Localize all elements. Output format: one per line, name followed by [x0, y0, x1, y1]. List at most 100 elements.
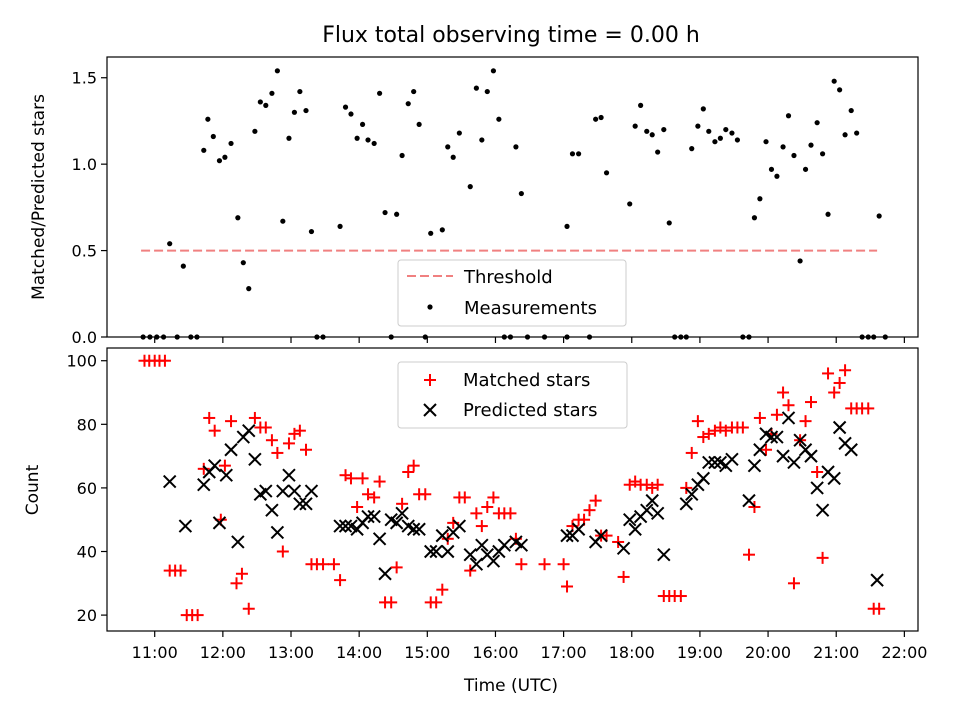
predicted-star-point — [372, 532, 387, 546]
predicted-star-point-b — [162, 474, 177, 489]
matched-star-point — [583, 504, 596, 517]
predicted-star-point — [844, 443, 858, 457]
measurement-point — [365, 137, 371, 143]
predicted-star-point — [435, 528, 450, 543]
predicted-star-point — [276, 484, 290, 498]
predicted-star-point — [207, 458, 222, 473]
matched-star-point — [300, 443, 313, 456]
matched-star-point — [805, 396, 818, 409]
predicted-star-point-b — [242, 423, 256, 438]
matched-star-point — [334, 574, 347, 587]
predicted-star-point — [361, 509, 375, 524]
predicted-star-point-b — [299, 497, 313, 511]
measurement-point — [831, 78, 837, 84]
measurement-point — [825, 211, 831, 217]
predicted-star-point-b — [560, 528, 574, 543]
measurement-point — [235, 215, 241, 221]
predicted-star-point — [804, 449, 818, 463]
matched-star-point — [271, 446, 284, 459]
bottom-y-tick-label: 20 — [77, 606, 97, 625]
top-y-tick-label: 0.0 — [72, 328, 97, 347]
measurement-point — [337, 223, 343, 229]
matched-star-point — [197, 462, 210, 475]
measurement-point — [210, 133, 216, 140]
matched-star-point — [282, 437, 295, 450]
predicted-star-point-b — [282, 468, 296, 482]
measurement-point — [246, 286, 252, 292]
measurement-point — [791, 152, 797, 159]
predicted-star-point — [304, 484, 319, 498]
x-tick-label: 20:00 — [745, 643, 791, 662]
predicted-star-point — [781, 411, 796, 425]
matched-star-point — [317, 558, 330, 571]
measurement-point — [303, 107, 309, 114]
matched-star-point — [242, 602, 255, 615]
predicted-star-point-b — [640, 503, 654, 517]
predicted-star-point — [162, 474, 177, 489]
predicted-star-point — [212, 516, 227, 530]
predicted-star-point — [702, 455, 716, 470]
legend-predicted-swatch — [423, 403, 437, 417]
measurement-point — [445, 144, 451, 150]
measurement-point — [842, 132, 848, 138]
matched-star-point — [515, 558, 528, 571]
measurement-point — [456, 130, 462, 136]
legend-predicted-label: Predicted stars — [463, 400, 597, 421]
measurement-point — [819, 151, 826, 157]
bottom-y-tick-label: 60 — [77, 479, 97, 498]
matched-star-point — [208, 424, 221, 437]
predicted-star-point-b — [870, 573, 884, 587]
top-y-tick-label: 1.5 — [72, 69, 97, 88]
predicted-star-point — [270, 525, 285, 540]
predicted-star-point — [219, 468, 233, 482]
matched-star-point — [368, 491, 381, 504]
measurement-point — [291, 109, 298, 115]
measurement-point — [416, 121, 422, 128]
measurement-point — [593, 116, 599, 122]
x-tick-label: 14:00 — [336, 643, 382, 662]
bottom-y-tick-label: 80 — [77, 415, 97, 434]
measurement-point — [751, 215, 758, 221]
matched-star-point — [833, 376, 846, 389]
legend-matched-swatch — [424, 374, 436, 386]
matched-star-point — [651, 478, 664, 491]
measurement-point — [405, 101, 411, 107]
measurement-point — [342, 104, 349, 110]
matched-star-point — [276, 545, 289, 558]
predicted-star-point — [514, 538, 529, 552]
measurement-point — [706, 128, 712, 134]
predicted-star-point — [463, 547, 477, 562]
matched-star-point — [191, 609, 204, 622]
predicted-star-point-b — [650, 506, 665, 521]
predicted-star-point-b — [645, 493, 659, 508]
x-tick-label: 16:00 — [472, 643, 518, 662]
matched-star-point — [430, 596, 443, 609]
matched-star-point — [464, 564, 477, 577]
matched-star-point — [481, 500, 494, 513]
matched-star-point — [862, 402, 875, 415]
x-tick-label: 11:00 — [132, 643, 178, 662]
measurement-point — [768, 166, 775, 172]
measurement-point — [180, 263, 186, 269]
measurement-point — [808, 142, 814, 148]
matched-star-point — [617, 570, 630, 583]
matched-star-point — [538, 558, 551, 571]
matched-star-point — [362, 488, 375, 501]
predicted-star-point — [742, 493, 756, 508]
predicted-star-point-b — [178, 519, 193, 533]
x-tick-label: 21:00 — [813, 643, 859, 662]
matched-star-point — [235, 567, 248, 580]
top-panel: 0.0 0.5 1.0 1.5 Matched/Predicted stars Thr… — [29, 56, 919, 347]
measurement-point — [399, 152, 405, 159]
predicted-star-point — [395, 506, 409, 521]
measurement-point — [569, 151, 576, 157]
measurement-point — [802, 166, 809, 172]
measurement-point — [263, 102, 269, 108]
predicted-star-point — [685, 487, 699, 501]
predicted-star-point-b — [395, 506, 409, 521]
matched-star-point — [293, 424, 306, 437]
predicted-star-point — [645, 493, 659, 508]
measurement-point — [467, 184, 473, 190]
measurement-point — [797, 258, 803, 264]
x-tick-label: 12:00 — [200, 643, 246, 662]
